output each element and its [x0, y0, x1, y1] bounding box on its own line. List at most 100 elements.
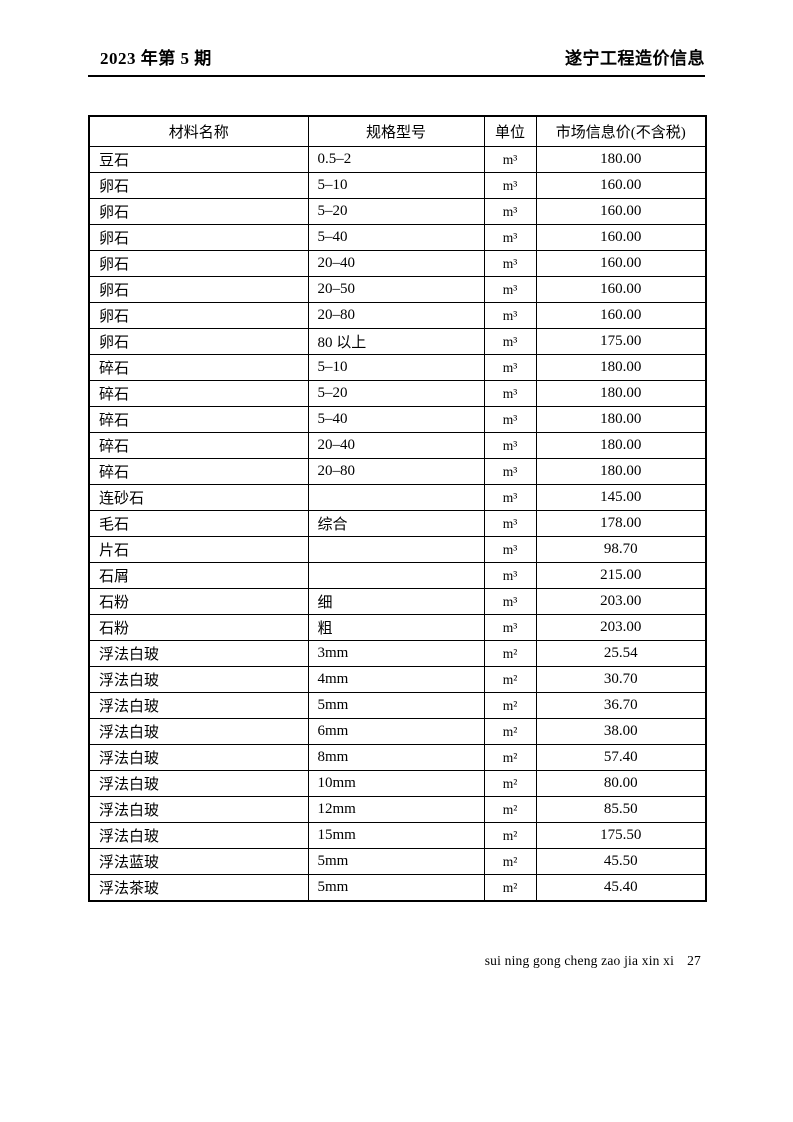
cell-unit: m³	[483, 406, 537, 433]
table-row: 碎石 5–20 m³ 180.00	[88, 380, 707, 407]
cell-unit: m²	[483, 822, 537, 849]
cell-unit: m²	[483, 848, 537, 875]
table-row: 毛石 综合 m³ 178.00	[88, 510, 707, 537]
table-row: 连砂石 m³ 145.00	[88, 484, 707, 511]
table-header-row: 材料名称 规格型号 单位 市场信息价(不含税)	[88, 115, 707, 147]
cell-spec: 20–40	[307, 432, 485, 459]
cell-material-name: 浮法白玻	[88, 770, 309, 797]
cell-spec: 12mm	[307, 796, 485, 823]
cell-price: 145.00	[535, 484, 707, 511]
table-row: 碎石 5–10 m³ 180.00	[88, 354, 707, 381]
cell-material-name: 连砂石	[88, 484, 309, 511]
cell-spec: 5–40	[307, 224, 485, 251]
cell-material-name: 碎石	[88, 458, 309, 485]
cell-unit: m²	[483, 770, 537, 797]
cell-material-name: 浮法白玻	[88, 666, 309, 693]
table-row: 卵石 20–40 m³ 160.00	[88, 250, 707, 277]
cell-unit: m³	[483, 614, 537, 641]
cell-price: 80.00	[535, 770, 707, 797]
table-row: 石屑 m³ 215.00	[88, 562, 707, 589]
cell-material-name: 石屑	[88, 562, 309, 589]
cell-spec: 0.5–2	[307, 146, 485, 173]
cell-material-name: 浮法白玻	[88, 796, 309, 823]
cell-spec: 5mm	[307, 692, 485, 719]
header-rule	[88, 75, 705, 77]
cell-price: 160.00	[535, 250, 707, 277]
cell-spec: 80 以上	[307, 328, 485, 355]
cell-unit: m²	[483, 796, 537, 823]
cell-price: 180.00	[535, 354, 707, 381]
cell-spec: 10mm	[307, 770, 485, 797]
cell-price: 160.00	[535, 172, 707, 199]
table-row: 碎石 5–40 m³ 180.00	[88, 406, 707, 433]
cell-spec: 5–20	[307, 198, 485, 225]
cell-price: 175.50	[535, 822, 707, 849]
cell-spec: 20–80	[307, 458, 485, 485]
cell-material-name: 卵石	[88, 172, 309, 199]
table-row: 浮法白玻 12mm m² 85.50	[88, 796, 707, 823]
table-row: 卵石 5–10 m³ 160.00	[88, 172, 707, 199]
cell-spec: 20–50	[307, 276, 485, 303]
cell-spec: 5–40	[307, 406, 485, 433]
cell-material-name: 浮法白玻	[88, 718, 309, 745]
cell-material-name: 浮法蓝玻	[88, 848, 309, 875]
footer-pinyin: sui ning gong cheng zao jia xin xi	[484, 953, 675, 968]
table-row: 浮法白玻 15mm m² 175.50	[88, 822, 707, 849]
cell-spec: 5–20	[307, 380, 485, 407]
table-row: 豆石 0.5–2 m³ 180.00	[88, 146, 707, 173]
cell-spec: 细	[307, 588, 485, 615]
cell-unit: m³	[483, 224, 537, 251]
cell-material-name: 卵石	[88, 224, 309, 251]
cell-unit: m³	[483, 146, 537, 173]
cell-unit: m³	[483, 562, 537, 589]
cell-unit: m²	[483, 692, 537, 719]
cell-material-name: 卵石	[88, 198, 309, 225]
table-row: 浮法白玻 3mm m² 25.54	[88, 640, 707, 667]
cell-material-name: 豆石	[88, 146, 309, 173]
cell-unit: m²	[483, 666, 537, 693]
page-footer: sui ning gong cheng zao jia xin xi 27	[485, 953, 701, 969]
table-row: 浮法白玻 5mm m² 36.70	[88, 692, 707, 719]
cell-spec: 20–40	[307, 250, 485, 277]
table-row: 卵石 5–40 m³ 160.00	[88, 224, 707, 251]
cell-unit: m³	[483, 172, 537, 199]
cell-spec	[307, 536, 485, 563]
table-row: 石粉细 m³ 203.00	[88, 588, 707, 615]
table-row: 浮法茶玻 5mm m² 45.40	[88, 874, 707, 902]
cell-price: 98.70	[535, 536, 707, 563]
cell-price: 45.40	[535, 874, 707, 902]
cell-unit: m³	[483, 484, 537, 511]
cell-price: 160.00	[535, 198, 707, 225]
table-row: 卵石 80 以上 m³ 175.00	[88, 328, 707, 355]
cell-unit: m²	[483, 718, 537, 745]
cell-spec: 20–80	[307, 302, 485, 329]
cell-material-name: 浮法白玻	[88, 822, 309, 849]
cell-unit: m³	[483, 198, 537, 225]
table-row: 浮法白玻 6mm m² 38.00	[88, 718, 707, 745]
page-number: 27	[687, 953, 701, 968]
cell-price: 215.00	[535, 562, 707, 589]
cell-material-name: 浮法白玻	[88, 744, 309, 771]
column-header-spec: 规格型号	[307, 115, 485, 147]
cell-price: 160.00	[535, 224, 707, 251]
cell-material-name: 浮法茶玻	[88, 874, 309, 902]
cell-unit: m²	[483, 744, 537, 771]
cell-unit: m³	[483, 250, 537, 277]
cell-unit: m³	[483, 354, 537, 381]
table-header: 材料名称 规格型号 单位 市场信息价(不含税)	[88, 115, 707, 147]
table-row: 浮法蓝玻 5mm m² 45.50	[88, 848, 707, 875]
cell-material-name: 石粉	[88, 588, 309, 615]
table-row: 石粉粗 m³ 203.00	[88, 614, 707, 641]
cell-unit: m³	[483, 458, 537, 485]
cell-material-name: 碎石	[88, 380, 309, 407]
cell-spec: 15mm	[307, 822, 485, 849]
cell-unit: m³	[483, 510, 537, 537]
cell-price: 57.40	[535, 744, 707, 771]
cell-material-name: 卵石	[88, 302, 309, 329]
cell-spec: 综合	[307, 510, 485, 537]
cell-unit: m³	[483, 536, 537, 563]
cell-unit: m³	[483, 432, 537, 459]
cell-price: 178.00	[535, 510, 707, 537]
cell-unit: m³	[483, 380, 537, 407]
